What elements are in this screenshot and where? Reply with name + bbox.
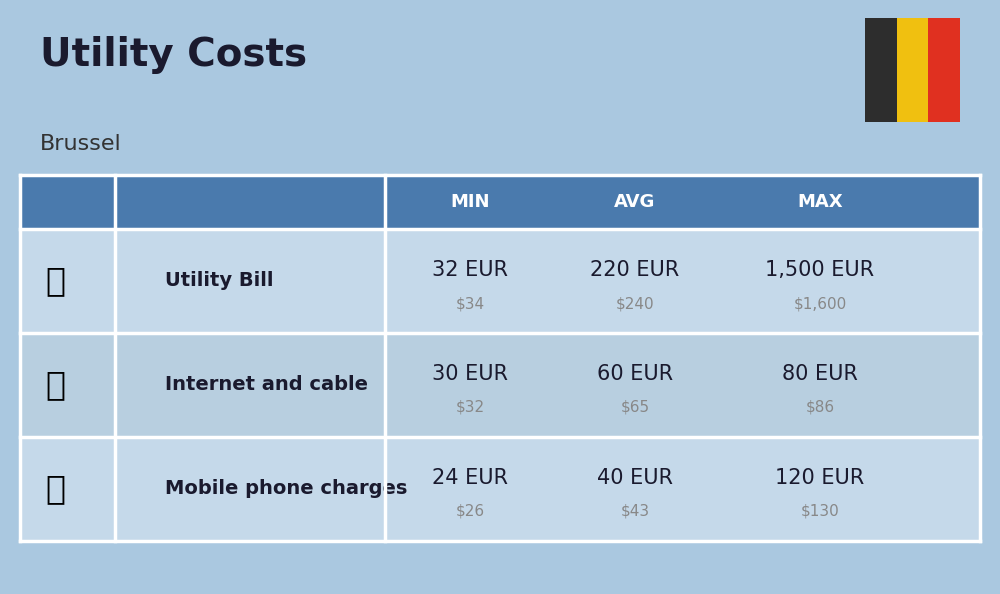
Text: $43: $43 [620,504,650,519]
Text: Utility Costs: Utility Costs [40,36,307,74]
Text: 120 EUR: 120 EUR [775,468,865,488]
Text: 24 EUR: 24 EUR [432,468,508,488]
Text: 40 EUR: 40 EUR [597,468,673,488]
Text: 60 EUR: 60 EUR [597,364,673,384]
Text: $32: $32 [455,400,485,415]
Text: 80 EUR: 80 EUR [782,364,858,384]
Text: Internet and cable: Internet and cable [165,375,368,394]
Text: $65: $65 [620,400,650,415]
Text: 220 EUR: 220 EUR [590,260,680,280]
FancyBboxPatch shape [20,437,980,541]
FancyBboxPatch shape [928,18,960,122]
FancyBboxPatch shape [20,229,980,333]
Text: $1,600: $1,600 [793,296,847,311]
Text: $86: $86 [805,400,835,415]
Text: Utility Bill: Utility Bill [165,271,274,290]
Text: 32 EUR: 32 EUR [432,260,508,280]
Text: MIN: MIN [450,193,490,211]
Text: 1,500 EUR: 1,500 EUR [765,260,875,280]
FancyBboxPatch shape [20,333,980,437]
Text: 30 EUR: 30 EUR [432,364,508,384]
FancyBboxPatch shape [865,18,897,122]
Text: 📶: 📶 [45,368,65,401]
FancyBboxPatch shape [20,175,980,229]
Text: $130: $130 [801,504,839,519]
Text: Brussel: Brussel [40,134,122,154]
Text: AVG: AVG [614,193,656,211]
Text: 📱: 📱 [45,472,65,505]
FancyBboxPatch shape [897,18,928,122]
Text: 🔌: 🔌 [45,264,65,297]
Text: $26: $26 [455,504,485,519]
Text: $34: $34 [455,296,485,311]
Text: Mobile phone charges: Mobile phone charges [165,479,407,498]
Text: $240: $240 [616,296,654,311]
Text: MAX: MAX [797,193,843,211]
